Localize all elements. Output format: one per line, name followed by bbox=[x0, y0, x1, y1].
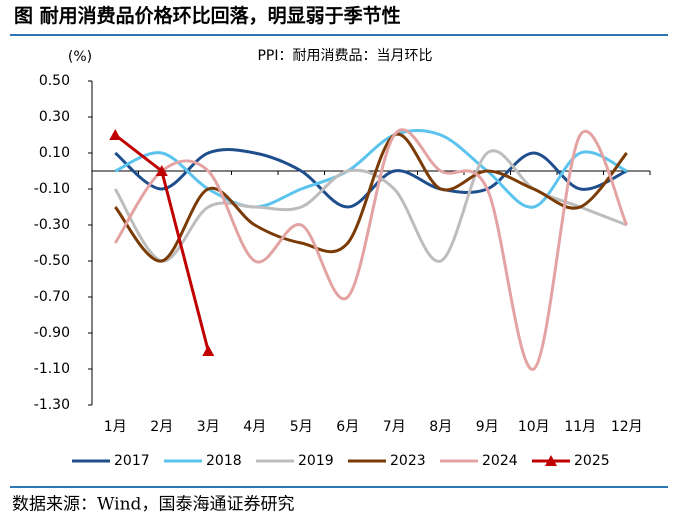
series-line bbox=[114, 129, 628, 209]
legend-label: 2017 bbox=[114, 453, 150, 469]
marker bbox=[109, 129, 122, 140]
x-tick-label: 9月 bbox=[476, 419, 499, 435]
marker bbox=[155, 165, 168, 176]
y-tick-label: -0.10 bbox=[34, 181, 70, 197]
y-tick-label: -0.30 bbox=[34, 217, 70, 233]
y-tick-label: -0.70 bbox=[34, 289, 70, 305]
y-tick-label: -0.50 bbox=[34, 253, 70, 269]
y-tick-label: -0.90 bbox=[34, 325, 70, 341]
x-tick-label: 11月 bbox=[564, 419, 596, 435]
marker bbox=[202, 345, 215, 356]
y-tick-label: 0.50 bbox=[39, 73, 70, 89]
legend-label: 2023 bbox=[390, 453, 426, 469]
page-title: 图 耐用消费品价格环比回落，明显弱于季节性 bbox=[14, 4, 401, 27]
x-tick-label: 10月 bbox=[518, 419, 550, 435]
chart-title: PPI：耐用消费品：当月环比 bbox=[257, 48, 432, 64]
legend-label: 2018 bbox=[206, 453, 242, 469]
y-tick-label: 0.10 bbox=[39, 145, 70, 161]
x-tick-label: 3月 bbox=[197, 419, 220, 435]
x-tick-label: 1月 bbox=[104, 419, 127, 435]
x-tick-label: 12月 bbox=[611, 419, 643, 435]
x-tick-label: 5月 bbox=[290, 419, 313, 435]
y-tick-label: -1.30 bbox=[34, 397, 70, 413]
y-tick-label: 0.30 bbox=[39, 109, 70, 125]
legend-label: 2019 bbox=[298, 453, 334, 469]
x-tick-label: 4月 bbox=[243, 419, 266, 435]
legend-label: 2025 bbox=[574, 453, 610, 469]
series-line bbox=[113, 128, 629, 371]
x-tick-label: 6月 bbox=[336, 419, 359, 435]
series-line bbox=[114, 132, 628, 263]
legend-label: 2024 bbox=[482, 453, 518, 469]
x-tick-label: 2月 bbox=[150, 419, 173, 435]
source: 数据来源：Wind，国泰海通证券研究 bbox=[12, 495, 294, 515]
y-tick-label: -1.10 bbox=[34, 361, 70, 377]
y-axis-label: (%) bbox=[68, 49, 92, 65]
legend-marker bbox=[545, 455, 557, 466]
x-tick-label: 8月 bbox=[429, 419, 452, 435]
x-tick-label: 7月 bbox=[383, 419, 406, 435]
